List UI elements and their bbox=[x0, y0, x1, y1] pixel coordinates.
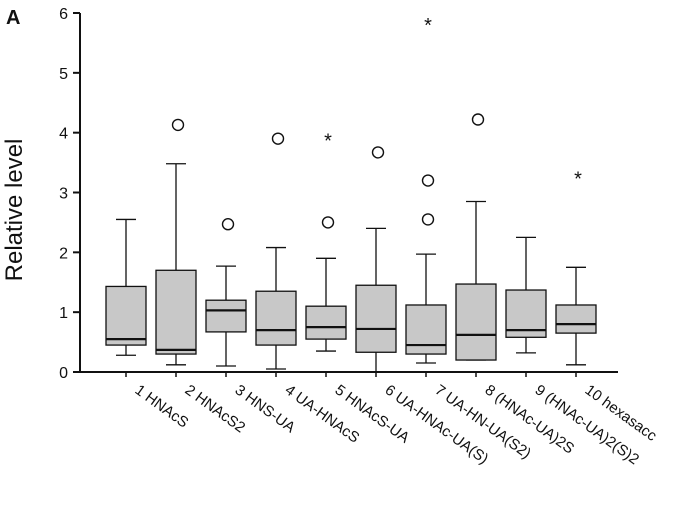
outlier-point bbox=[271, 132, 285, 145]
y-tick-label: 1 bbox=[59, 305, 68, 322]
outlier-point bbox=[221, 218, 235, 231]
box bbox=[555, 304, 597, 334]
outlier-point bbox=[471, 113, 485, 126]
extreme-point: * bbox=[324, 131, 332, 153]
axes: 0 1 2 3 4 5 6 bbox=[59, 6, 618, 382]
box bbox=[455, 283, 497, 361]
outlier-point bbox=[421, 213, 435, 226]
box bbox=[155, 269, 197, 355]
outlier-point bbox=[421, 174, 435, 187]
y-tick-label: 4 bbox=[59, 126, 68, 143]
y-tick-label: 0 bbox=[59, 365, 68, 382]
extreme-point: * bbox=[574, 168, 582, 190]
box bbox=[355, 284, 397, 353]
box bbox=[255, 290, 297, 346]
y-tick-label: 2 bbox=[59, 245, 68, 262]
box bbox=[305, 305, 347, 340]
panel-label: A bbox=[6, 7, 20, 29]
y-tick-label: 5 bbox=[59, 66, 68, 83]
category-label: 1 HNAcS bbox=[132, 381, 192, 431]
y-axis-label: Relative level bbox=[1, 139, 28, 282]
extreme-point: * bbox=[424, 15, 432, 37]
outlier-point bbox=[321, 216, 335, 229]
box bbox=[405, 304, 447, 355]
y-tick-label: 6 bbox=[59, 6, 68, 23]
boxes: * * * bbox=[105, 15, 597, 373]
outlier-point bbox=[171, 118, 185, 132]
outlier-point bbox=[371, 146, 385, 159]
box bbox=[205, 299, 247, 333]
box bbox=[105, 285, 147, 346]
y-tick-label: 3 bbox=[59, 186, 68, 203]
